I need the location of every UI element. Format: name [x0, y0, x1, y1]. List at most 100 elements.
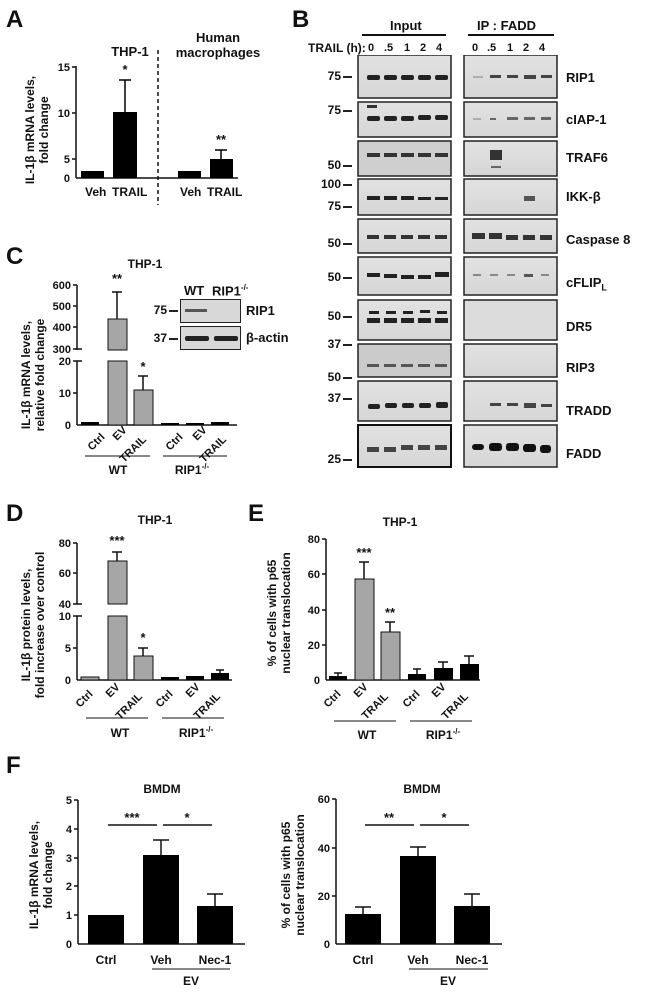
svg-text:Ctrl: Ctrl	[86, 431, 108, 453]
svg-text:EV: EV	[184, 681, 203, 700]
panel-c-letter: C	[6, 243, 24, 270]
inset-col-rip1ko: RIP1-/-	[212, 283, 249, 299]
svg-text:EV: EV	[111, 424, 130, 443]
label-rip1: RIP1	[566, 70, 595, 85]
svg-text:**: **	[385, 605, 396, 620]
svg-text:0: 0	[64, 173, 70, 185]
svg-text:600: 600	[53, 280, 71, 292]
svg-text:nuclear translocation: nuclear translocation	[279, 552, 293, 673]
svg-text:relative fold change: relative fold change	[33, 318, 47, 431]
panel-a-ylabel-1: IL-1β mRNA levels,	[23, 76, 37, 184]
blot-row-tradd	[357, 380, 558, 422]
svg-text:Veh: Veh	[180, 185, 201, 199]
svg-text:*: *	[441, 810, 447, 825]
mw-dr5-50: 50	[318, 309, 352, 323]
panel-a-title-thp1: THP-1	[111, 44, 149, 59]
svg-text:Veh: Veh	[407, 953, 428, 967]
lane-input-1: 1	[404, 42, 411, 54]
svg-text:RIP1-/-: RIP1-/-	[175, 462, 210, 477]
svg-text:40: 40	[308, 605, 320, 617]
inset-mw-37: 37	[144, 331, 178, 345]
svg-text:WT: WT	[111, 726, 130, 740]
svg-text:Veh: Veh	[150, 953, 171, 967]
svg-text:0: 0	[65, 420, 71, 432]
blot-row-ikkb	[357, 178, 558, 216]
svg-text:**: **	[384, 810, 395, 825]
svg-text:Ctrl: Ctrl	[401, 688, 423, 710]
panel-e-chart: THP-1 % of cells with p65 nuclear transl…	[265, 515, 480, 742]
svg-text:10: 10	[58, 108, 70, 120]
mw-tradd: 37	[318, 391, 352, 405]
svg-text:20: 20	[308, 640, 320, 652]
svg-text:40: 40	[318, 843, 330, 855]
svg-text:60: 60	[59, 568, 71, 580]
lane-ip-4: 4	[539, 42, 546, 54]
panel-a-ylabel-2: fold change	[37, 96, 51, 164]
svg-text:3: 3	[66, 853, 72, 865]
inset-blot-actin	[180, 326, 241, 350]
panel-a-letter: A	[6, 6, 24, 33]
blot-row-dr5	[357, 299, 558, 341]
svg-text:EV: EV	[352, 681, 371, 700]
panel-c-title: THP-1	[128, 257, 163, 271]
group-input-label: Input	[390, 18, 422, 33]
mw-ciap1: 75	[318, 103, 352, 117]
blot-row-rip3	[357, 343, 558, 378]
svg-text:BMDM: BMDM	[143, 782, 180, 796]
svg-text:10: 10	[59, 611, 71, 623]
panel-f-left-chart: BMDM IL-1β mRNA levels, fold change 5 4 …	[27, 782, 245, 988]
label-dr5: DR5	[566, 319, 593, 334]
svg-text:Ctrl: Ctrl	[96, 953, 117, 967]
svg-text:*: *	[184, 810, 190, 825]
svg-text:***: ***	[356, 545, 372, 560]
svg-text:0: 0	[324, 939, 330, 951]
label-ikkb: IKK-β	[566, 189, 601, 204]
bar-a-thp1-trail	[113, 112, 137, 178]
blot-row-caspase8	[357, 218, 558, 254]
lane-ip-2: 2	[523, 42, 530, 54]
mw-cflip: 50	[318, 270, 352, 284]
svg-text:fold change: fold change	[41, 841, 55, 909]
svg-text:80: 80	[59, 538, 71, 550]
svg-text:15: 15	[58, 62, 70, 74]
svg-text:TRAIL: TRAIL	[440, 691, 472, 723]
mw-ikkb-75: 75	[318, 199, 352, 213]
svg-text:Veh: Veh	[85, 185, 106, 199]
panel-b-letter: B	[292, 6, 310, 33]
svg-text:Ctrl: Ctrl	[164, 431, 186, 453]
svg-text:1: 1	[66, 910, 72, 922]
svg-text:500: 500	[53, 301, 71, 313]
blot-row-traf6	[357, 140, 558, 177]
group-ip-label: IP : FADD	[477, 18, 536, 33]
lane-ip-05: .5	[487, 42, 497, 54]
label-tradd: TRADD	[566, 403, 612, 418]
panel-d-letter: D	[6, 500, 24, 527]
mw-casp8: 50	[318, 236, 352, 250]
blot-row-ciap1	[357, 101, 558, 138]
svg-text:*: *	[140, 359, 146, 374]
mw-fadd: 25	[318, 452, 352, 466]
svg-text:0: 0	[314, 675, 320, 687]
inset-col-wt: WT	[184, 283, 205, 298]
panel-a-yticks: 15 10 5 0	[58, 62, 76, 185]
svg-text:60: 60	[308, 569, 320, 581]
bar-a-hm-trail	[210, 159, 233, 178]
svg-text:0: 0	[65, 675, 71, 687]
svg-text:RIP1-/-: RIP1-/-	[426, 727, 461, 742]
svg-text:Ctrl: Ctrl	[322, 688, 344, 710]
svg-text:4: 4	[66, 824, 73, 836]
svg-text:THP-1: THP-1	[383, 515, 418, 529]
panel-f-right-chart: BMDM % of cells with p65 nuclear translo…	[279, 782, 502, 988]
svg-text:300: 300	[53, 344, 71, 356]
inset-label-actin: β-actin	[246, 330, 289, 345]
svg-text:5: 5	[65, 643, 71, 655]
svg-text:WT: WT	[358, 728, 377, 742]
blot-row-fadd	[357, 424, 558, 468]
svg-text:2: 2	[66, 881, 72, 893]
svg-text:Nec-1: Nec-1	[456, 953, 489, 967]
svg-text:20: 20	[59, 356, 71, 368]
svg-text:40: 40	[59, 599, 71, 611]
lane-input-0: 0	[368, 42, 375, 54]
svg-text:BMDM: BMDM	[403, 782, 440, 796]
mw-dr5-37: 37	[318, 337, 352, 351]
